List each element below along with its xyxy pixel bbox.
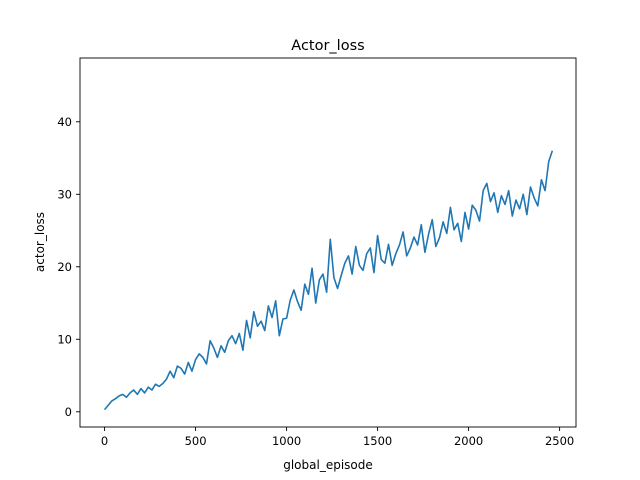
y-tick-label: 10 bbox=[57, 332, 72, 346]
series-group bbox=[103, 150, 554, 411]
chart-title: Actor_loss bbox=[291, 38, 364, 54]
x-tick-label: 500 bbox=[185, 434, 207, 448]
y-axis-label: actor_loss bbox=[33, 212, 47, 272]
y-tick-label: 30 bbox=[57, 187, 72, 201]
x-tick-label: 0 bbox=[101, 434, 108, 448]
y-tick-label: 0 bbox=[65, 405, 72, 419]
x-tick-label: 1000 bbox=[272, 434, 301, 448]
x-tick-label: 1500 bbox=[363, 434, 392, 448]
y-tick-label: 40 bbox=[57, 115, 72, 129]
plot-frame bbox=[79, 57, 577, 428]
x-axis-label: global_episode bbox=[283, 458, 373, 472]
series-line-1 bbox=[103, 150, 554, 411]
x-tick-label: 2000 bbox=[454, 434, 483, 448]
y-tick-label: 20 bbox=[57, 260, 72, 274]
tick-marks: 0 500 1000 1500 2000 2500 0 10 20 30 40 bbox=[57, 115, 574, 448]
axes bbox=[79, 57, 577, 428]
x-tick-label: 2500 bbox=[545, 434, 574, 448]
